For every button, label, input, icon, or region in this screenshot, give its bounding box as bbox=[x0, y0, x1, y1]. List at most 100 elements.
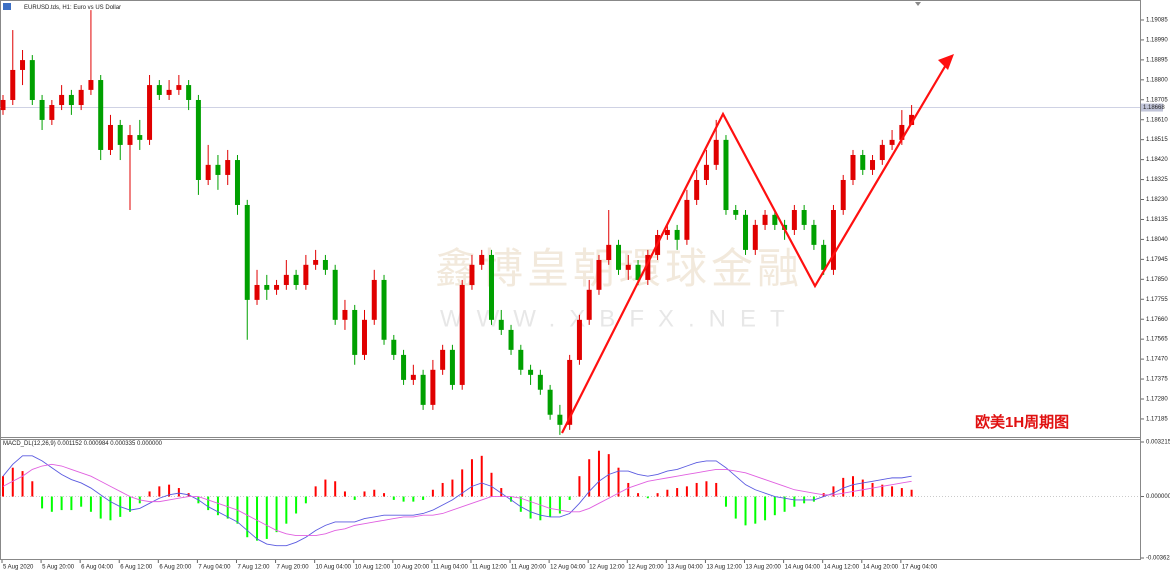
candle-body bbox=[127, 135, 133, 145]
arrow-head bbox=[938, 54, 954, 70]
x-tick-label: 14 Aug 04:00 bbox=[785, 565, 821, 571]
candle-body bbox=[489, 254, 494, 320]
y-tick-label: 1.17470 bbox=[1146, 357, 1168, 363]
y-tick-label: 0.000000 bbox=[1146, 494, 1170, 500]
candle-body bbox=[361, 319, 367, 355]
y-tick-label: 1.17280 bbox=[1146, 397, 1168, 403]
y-tick-label: 0.003215 bbox=[1146, 440, 1170, 446]
candle-body bbox=[156, 85, 162, 95]
candle-body bbox=[352, 309, 358, 355]
candle-body bbox=[498, 319, 504, 330]
candle-body bbox=[20, 60, 26, 70]
candle-body bbox=[821, 244, 827, 270]
candle-body bbox=[537, 374, 543, 390]
x-tick-label: 14 Aug 20:00 bbox=[863, 565, 899, 571]
x-tick-label: 6 Aug 20:00 bbox=[159, 565, 192, 571]
y-tick-label: 1.17850 bbox=[1146, 277, 1168, 283]
candle-body bbox=[49, 105, 55, 120]
candle-body bbox=[107, 124, 113, 150]
last-price-box bbox=[1141, 103, 1163, 112]
candle-body bbox=[195, 99, 201, 180]
x-tick-label: 17 Aug 04:00 bbox=[902, 565, 938, 571]
candle-body bbox=[733, 210, 739, 215]
candle-body bbox=[244, 204, 250, 300]
candle-body bbox=[645, 254, 651, 280]
candle-body bbox=[772, 214, 778, 225]
candle-body bbox=[840, 179, 846, 211]
y-tick-label: 1.18895 bbox=[1146, 57, 1168, 63]
chart-frame bbox=[0, 0, 1141, 560]
candle-body bbox=[391, 339, 397, 355]
candle-body bbox=[508, 329, 514, 350]
y-tick-label: -0.003624 bbox=[1146, 556, 1170, 562]
candle-body bbox=[870, 160, 876, 170]
y-tick-label: 1.18230 bbox=[1146, 197, 1168, 203]
x-tick-label: 12 Aug 12:00 bbox=[589, 565, 625, 571]
chart-title: EURUSD.tds, H1: Euro vs US Dollar bbox=[24, 5, 121, 11]
candle-body bbox=[684, 199, 690, 240]
y-tick-label: 1.17755 bbox=[1146, 297, 1168, 303]
candle-body bbox=[303, 264, 309, 285]
candle-body bbox=[274, 284, 280, 290]
candle-body bbox=[674, 229, 680, 240]
candle-body bbox=[254, 284, 260, 300]
y-tick-label: 1.18135 bbox=[1146, 217, 1168, 223]
x-tick-label: 7 Aug 12:00 bbox=[237, 565, 270, 571]
candle-body bbox=[664, 229, 670, 235]
candle-body bbox=[889, 139, 895, 145]
x-tick-label: 7 Aug 04:00 bbox=[198, 565, 231, 571]
x-tick-label: 5 Aug 2020 bbox=[3, 565, 34, 571]
x-tick-label: 6 Aug 04:00 bbox=[81, 565, 114, 571]
indicator-line bbox=[2, 455, 912, 547]
candle-body bbox=[694, 179, 700, 200]
candle-body bbox=[479, 254, 485, 265]
x-tick-label: 10 Aug 20:00 bbox=[394, 565, 430, 571]
candle-body bbox=[342, 309, 348, 320]
candle-body bbox=[596, 259, 602, 290]
candle-body bbox=[59, 94, 65, 106]
y-tick-label: 1.17185 bbox=[1146, 417, 1168, 423]
candle-body bbox=[723, 139, 729, 211]
candle-body bbox=[234, 160, 240, 205]
candle-body bbox=[137, 135, 143, 140]
candle-body bbox=[264, 284, 270, 290]
x-tick-label: 13 Aug 12:00 bbox=[706, 565, 742, 571]
candle-body bbox=[616, 244, 622, 270]
candle-body bbox=[225, 160, 231, 175]
candle-body bbox=[743, 214, 749, 250]
candle-body bbox=[0, 99, 6, 111]
candle-body bbox=[430, 369, 436, 405]
trend-arrow bbox=[561, 57, 951, 434]
candle-body bbox=[332, 269, 338, 320]
x-tick-label: 6 Aug 12:00 bbox=[120, 565, 153, 571]
indicator-line bbox=[2, 463, 912, 536]
candle-body bbox=[586, 289, 592, 320]
candle-body bbox=[322, 259, 328, 270]
y-tick-label: 1.17565 bbox=[1146, 337, 1168, 343]
candle-body bbox=[576, 319, 582, 360]
candle-body bbox=[703, 164, 709, 180]
x-tick-label: 12 Aug 20:00 bbox=[628, 565, 664, 571]
candle-body bbox=[528, 369, 534, 375]
candle-body bbox=[449, 349, 455, 385]
candle-body bbox=[547, 389, 553, 415]
candle-body bbox=[215, 164, 221, 175]
candle-body bbox=[752, 224, 758, 250]
annotation: 欧美1H周期图 bbox=[975, 413, 1069, 431]
last-price-label: 1.18668 bbox=[1143, 105, 1165, 111]
candle-body bbox=[625, 264, 631, 270]
candle-body bbox=[557, 414, 563, 425]
candle-body bbox=[635, 264, 641, 280]
candle-body bbox=[850, 154, 856, 180]
candle-body bbox=[381, 279, 387, 340]
candle-body bbox=[39, 99, 45, 120]
candle-body bbox=[10, 69, 16, 100]
x-tick-label: 7 Aug 20:00 bbox=[277, 565, 310, 571]
symbol-icon bbox=[3, 3, 11, 10]
candle-body bbox=[420, 374, 426, 405]
candle-body bbox=[440, 349, 446, 370]
candle-body bbox=[899, 124, 905, 140]
candle-body bbox=[313, 259, 319, 265]
candle-body bbox=[283, 274, 289, 285]
y-tick-label: 1.18705 bbox=[1146, 97, 1168, 103]
